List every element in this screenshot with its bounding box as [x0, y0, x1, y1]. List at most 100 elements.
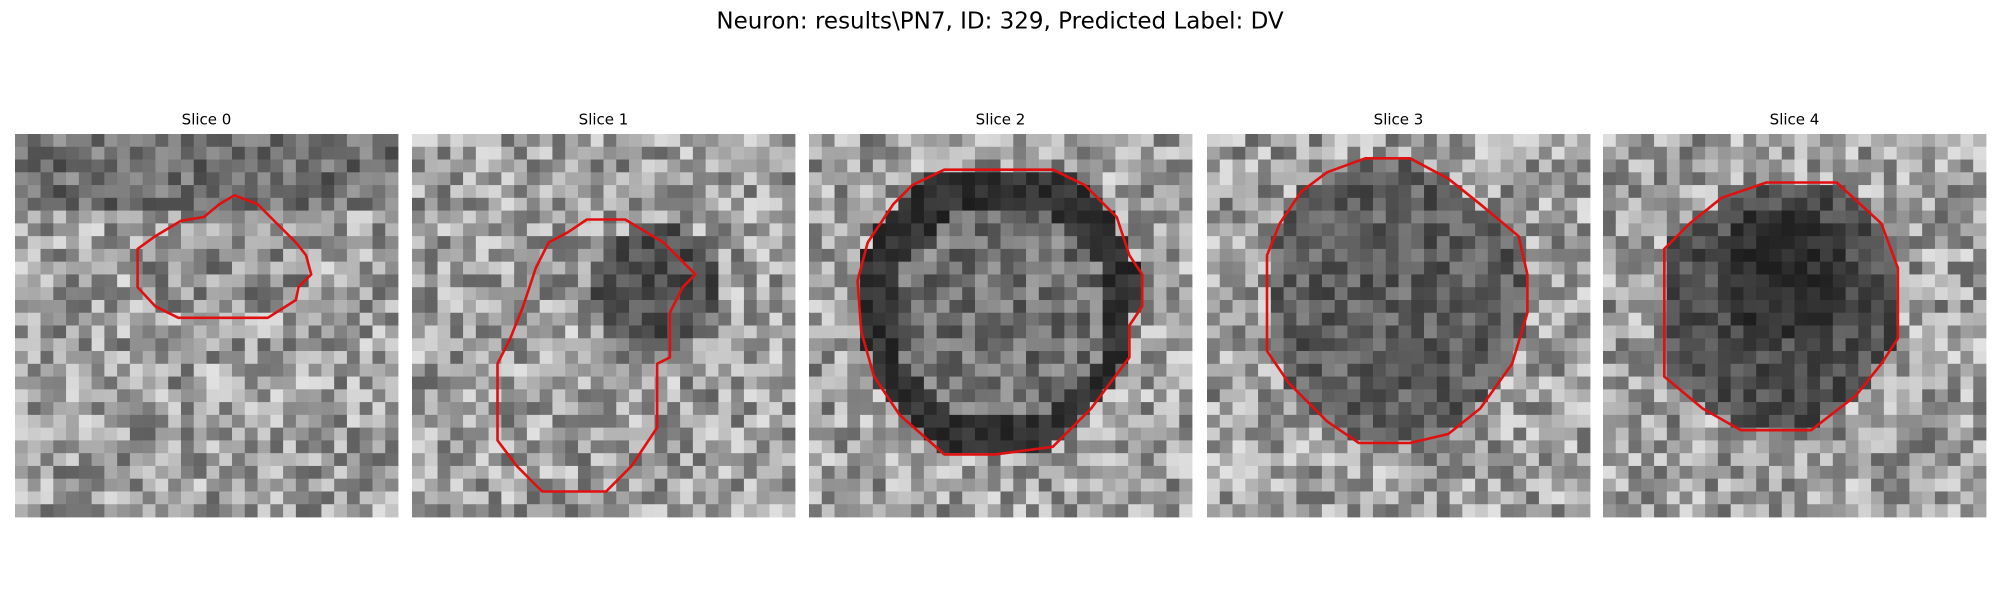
pixel [372, 453, 386, 467]
pixel [1500, 261, 1514, 275]
pixel [1102, 248, 1116, 263]
pixel [1321, 402, 1336, 416]
pixel [1743, 402, 1757, 416]
pixel [1654, 504, 1668, 518]
pixel [1973, 274, 1987, 288]
pixel [1654, 210, 1668, 224]
pixel [1166, 312, 1180, 326]
pixel [1551, 172, 1565, 186]
pixel [847, 299, 861, 314]
pixel [923, 351, 938, 365]
pixel [412, 325, 426, 339]
pixel [168, 261, 182, 275]
pixel [424, 210, 438, 224]
pixel [372, 427, 386, 441]
figure-title: Neuron: results\PN7, ID: 329, Predicted … [716, 9, 1283, 35]
pixel [91, 248, 105, 263]
pixel [1309, 440, 1323, 454]
pixel [206, 236, 220, 250]
pixel [1679, 440, 1693, 454]
pixel [692, 465, 707, 480]
pixel [1347, 402, 1361, 416]
pixel [385, 351, 399, 365]
pixel [1641, 376, 1655, 390]
pixel [514, 248, 528, 263]
pixel [1051, 134, 1065, 148]
pixel [1820, 146, 1834, 160]
pixel [1705, 134, 1719, 148]
pixel [1577, 312, 1591, 326]
pixel [680, 402, 694, 416]
pixel [590, 491, 604, 505]
pixel [359, 478, 373, 492]
pixel [1666, 223, 1680, 237]
pixel [1398, 402, 1412, 416]
pixel [1436, 376, 1450, 390]
pixel [756, 236, 770, 250]
pixel [1128, 478, 1142, 492]
pixel [1500, 325, 1514, 339]
pixel [1973, 363, 1987, 377]
pixel [168, 287, 182, 301]
pixel [91, 223, 105, 237]
pixel [372, 236, 386, 250]
pixel [667, 185, 681, 199]
pixel [756, 185, 770, 199]
pixel [1385, 223, 1399, 237]
pixel [1232, 504, 1246, 518]
pixel [321, 210, 335, 224]
pixel [809, 146, 823, 160]
pixel [1883, 261, 1898, 275]
pixel [1551, 274, 1565, 288]
pixel [1666, 248, 1680, 263]
pixel [756, 159, 770, 173]
pixel [1730, 389, 1744, 403]
pixel [936, 261, 950, 275]
pixel [1372, 172, 1387, 186]
pixel [1768, 223, 1783, 237]
pixel [1179, 134, 1193, 148]
pixel [372, 287, 386, 301]
pixel [155, 440, 169, 454]
pixel [1000, 376, 1014, 390]
pixel [1666, 210, 1680, 224]
pixel [1064, 465, 1078, 480]
pixel [1245, 351, 1259, 365]
pixel [1883, 402, 1898, 416]
pixel [206, 287, 220, 301]
pixel [1909, 146, 1923, 160]
pixel [15, 363, 29, 377]
pixel [385, 402, 399, 416]
pixel [1807, 376, 1821, 390]
pixel [1258, 504, 1272, 518]
pixel [66, 440, 80, 454]
pixel [1960, 210, 1974, 224]
pixel [1258, 223, 1272, 237]
pixel [1166, 159, 1180, 173]
pixel [1245, 453, 1259, 467]
pixel [974, 363, 989, 377]
pixel [718, 134, 732, 148]
pixel [769, 197, 783, 211]
pixel [1615, 478, 1629, 492]
pixel [1013, 134, 1027, 148]
pixel [1309, 261, 1323, 275]
pixel [1896, 172, 1910, 186]
pixel [412, 159, 426, 173]
pixel [1270, 172, 1284, 186]
pixel [641, 351, 655, 365]
pixel [974, 414, 989, 429]
pixel [936, 402, 950, 416]
pixel [667, 504, 681, 518]
pixel [1947, 465, 1961, 480]
pixel [501, 159, 515, 173]
pixel [1500, 197, 1514, 211]
pixel [1615, 363, 1629, 377]
pixel [809, 223, 823, 237]
pixel [1462, 325, 1476, 339]
pixel [590, 325, 604, 339]
pixel [142, 363, 156, 377]
pixel [872, 453, 886, 467]
pixel [1462, 248, 1476, 263]
pixel [424, 261, 438, 275]
